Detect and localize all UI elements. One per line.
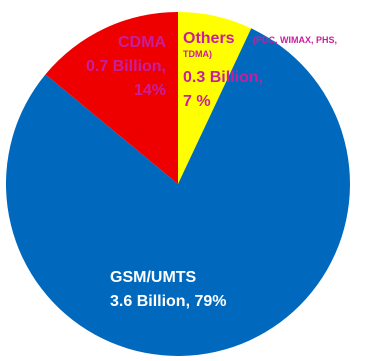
cdma-slice [45,11,178,184]
others-label-name: Others [183,30,235,47]
others-label-note: (PDC, WIMAX, PHS, [253,35,337,45]
others-label-value: 0.3 Billion, [183,69,263,86]
others-slice [178,12,252,184]
gsm-umts-slice [5,28,350,357]
gsm-label-name: GSM/UMTS [110,269,197,286]
pie-slices [5,11,350,357]
cdma-label-value: 0.7 Billion, [86,58,166,75]
others-label-percent: 7 % [183,93,211,110]
cdma-label-percent: 14% [134,82,166,99]
gsm-label-value: 3.6 Billion, 79% [110,293,226,310]
cdma-label-name: CDMA [118,34,166,51]
others-label-note2: TDMA) [183,49,212,59]
